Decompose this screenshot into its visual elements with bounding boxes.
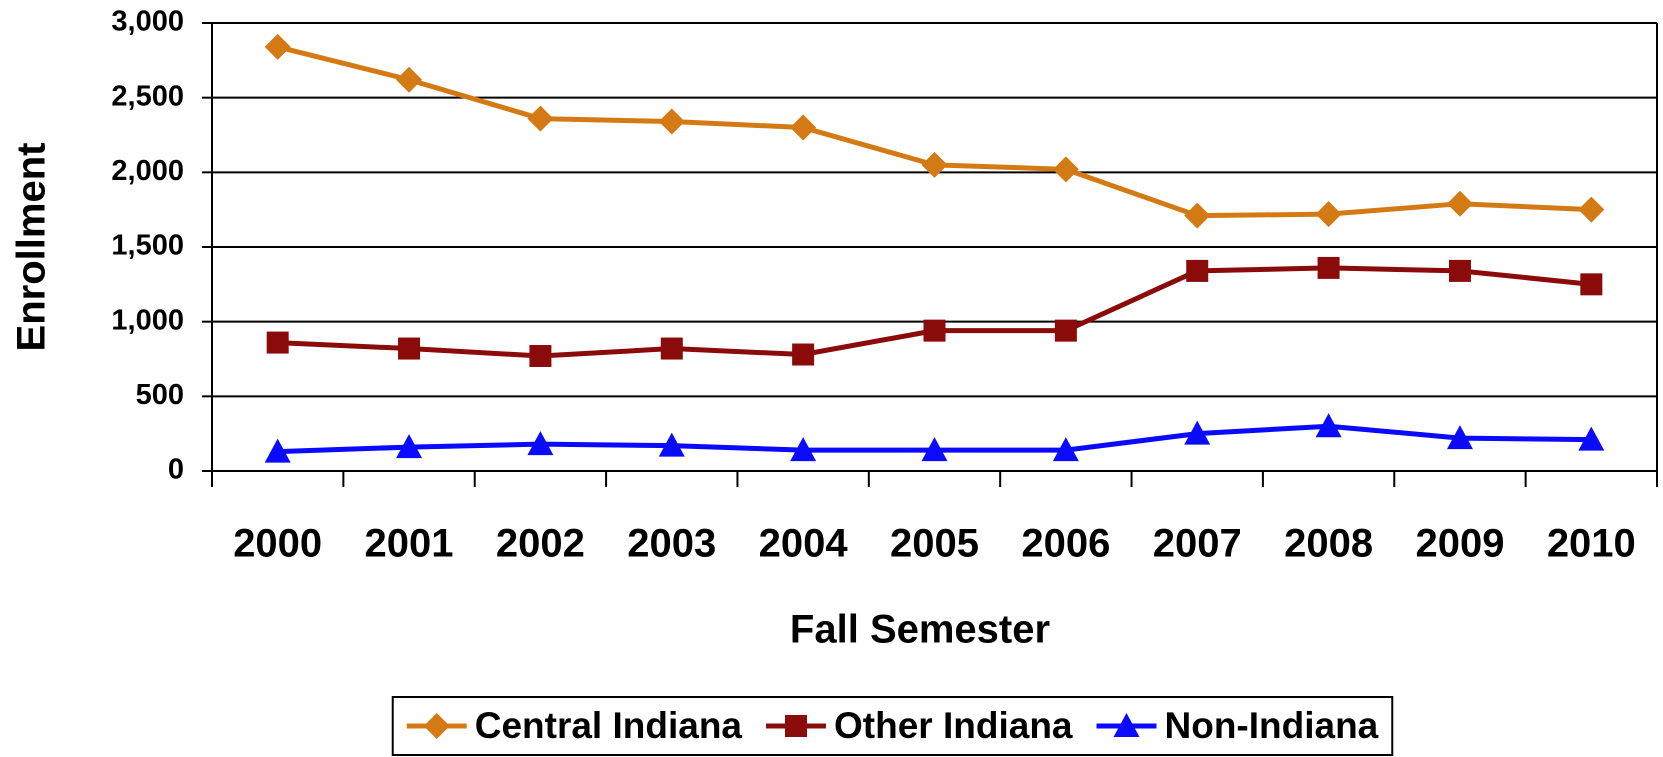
x-tick-label: 2004: [759, 522, 849, 566]
marker: [1184, 202, 1211, 229]
y-tick-label: 1,000: [111, 304, 184, 336]
x-tick-label: 2006: [1021, 522, 1110, 566]
marker: [266, 331, 289, 354]
legend-item: Other Indiana: [766, 705, 1073, 746]
y-tick-label: 0: [168, 454, 184, 486]
marker: [1052, 437, 1079, 462]
series-line: [277, 265, 1592, 359]
x-tick-label: 2005: [890, 522, 979, 566]
marker: [396, 66, 423, 93]
marker: [1580, 273, 1603, 296]
legend-label: Other Indiana: [834, 705, 1073, 746]
marker: [1317, 256, 1340, 279]
marker: [785, 715, 808, 737]
marker: [1054, 319, 1077, 342]
marker: [1315, 413, 1342, 438]
x-tick-label: 2002: [496, 522, 585, 566]
marker: [921, 437, 948, 462]
y-tick-label: 2,000: [111, 155, 184, 187]
marker: [527, 105, 554, 132]
marker: [1052, 156, 1079, 183]
legend-label: Central Indiana: [475, 705, 743, 746]
y-axis-title: Enrollment: [10, 143, 54, 352]
marker: [1315, 201, 1342, 228]
marker: [1186, 259, 1209, 282]
legend-item: Central Indiana: [406, 705, 743, 746]
marker: [423, 713, 450, 739]
marker: [264, 438, 291, 463]
marker: [264, 33, 291, 60]
x-tick-label: 2008: [1284, 522, 1373, 566]
legend-label: Non-Indiana: [1165, 705, 1379, 746]
marker: [792, 343, 815, 366]
legend-box: [391, 696, 1394, 756]
x-tick-label: 2003: [627, 522, 716, 566]
x-tick-label: 2010: [1547, 522, 1636, 566]
x-tick-label: 2007: [1153, 522, 1242, 566]
marker: [1446, 190, 1473, 217]
marker: [923, 319, 946, 342]
marker: [1113, 713, 1140, 737]
y-tick-label: 3,000: [111, 6, 184, 38]
marker: [658, 108, 685, 135]
legend: Central Indiana Other Indiana Non-Indiana: [391, 696, 1394, 756]
y-tick-label: 1,500: [111, 230, 184, 262]
marker: [658, 432, 685, 457]
legend-item: Non-Indiana: [1096, 705, 1379, 746]
marker: [660, 337, 683, 360]
marker: [921, 151, 948, 178]
marker: [1446, 425, 1473, 450]
marker: [396, 434, 423, 459]
marker: [1184, 420, 1211, 445]
marker: [527, 431, 554, 456]
series-line: [277, 44, 1592, 219]
marker: [398, 337, 421, 360]
marker: [1578, 196, 1605, 223]
marker: [790, 437, 817, 462]
x-tick-label: 2009: [1415, 522, 1504, 566]
y-tick-label: 500: [136, 379, 184, 411]
x-tick-label: 2000: [233, 522, 322, 566]
marker: [790, 114, 817, 141]
y-tick-label: 2,500: [111, 80, 184, 112]
marker: [1578, 426, 1605, 451]
marker: [529, 345, 552, 368]
marker: [1448, 259, 1471, 282]
x-tick-label: 2001: [365, 522, 454, 566]
x-axis-title: Fall Semester: [790, 608, 1050, 652]
